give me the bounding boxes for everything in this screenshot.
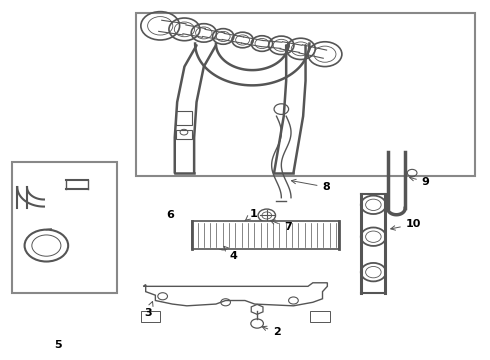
Text: 6: 6 [166,211,174,220]
Text: 3: 3 [144,302,153,318]
Bar [310,311,330,322]
Text: 9: 9 [410,176,430,187]
Text: 10: 10 [391,219,421,230]
Bar [176,130,192,139]
Bar [176,111,192,125]
Text: 1: 1 [245,209,258,221]
Bar [192,221,340,249]
Text: 4: 4 [224,246,237,261]
Bar [12,162,117,293]
Text: 7: 7 [270,220,292,232]
Text: 2: 2 [262,326,281,337]
Bar [141,311,160,322]
Text: 5: 5 [55,340,62,350]
Text: 8: 8 [292,179,330,192]
Bar [136,13,475,176]
